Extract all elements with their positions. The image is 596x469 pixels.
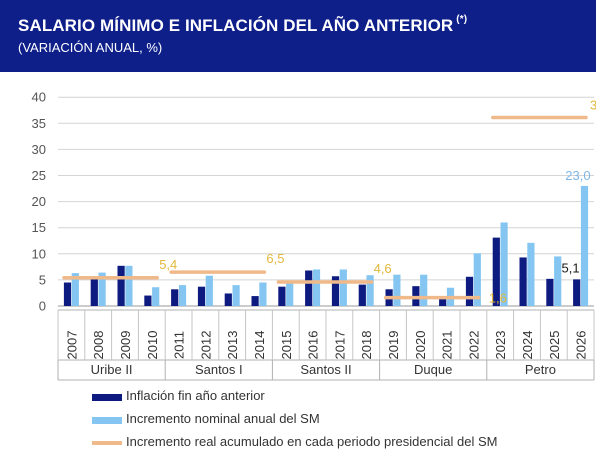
- bar-nominal-2015: [286, 281, 294, 306]
- group-label-santos-i: Santos I: [195, 362, 243, 377]
- legend-label-nominal: Incremento nominal anual del SM: [126, 411, 320, 426]
- x-tick-label-2010: 2010: [145, 331, 160, 360]
- legend-swatch-nominal: [92, 417, 122, 424]
- data-label-inflation-2026: 5,1: [562, 260, 580, 275]
- x-tick-label-2008: 2008: [91, 331, 106, 360]
- bar-nominal-2026: [580, 185, 589, 306]
- bar-nominal-2025: [554, 256, 562, 306]
- x-tick-label-2020: 2020: [413, 331, 428, 360]
- bar-inflation-2024: [519, 257, 527, 306]
- bar-nominal-2016: [312, 269, 321, 306]
- chart-header: SALARIO MÍNIMO E INFLACIÓN DEL AÑO ANTER…: [0, 0, 596, 72]
- bar-nominal-2008: [98, 272, 106, 306]
- bar-nominal-2023: [500, 222, 508, 306]
- data-label-nominal-2026: 23,0: [565, 168, 590, 183]
- y-tick-label-5: 5: [39, 272, 46, 287]
- bar-nominal-2014: [259, 282, 267, 306]
- group-label-duque: Duque: [414, 362, 452, 377]
- x-tick-label-2021: 2021: [440, 331, 455, 360]
- chart-subtitle: (VARIACIÓN ANUAL, %): [18, 40, 163, 55]
- x-tick-label-2017: 2017: [332, 331, 347, 360]
- x-tick-label-2007: 2007: [64, 331, 79, 360]
- real-label-uribe-ii: 5,4: [159, 257, 177, 272]
- bar-inflation-2013: [224, 293, 232, 306]
- legend-label-real: Incremento real acumulado en cada period…: [126, 434, 498, 449]
- legend-label-inflation: Inflación fin año anterior: [126, 388, 265, 403]
- bar-inflation-2009: [117, 265, 125, 306]
- chart-title-note: (*): [456, 14, 468, 25]
- bar-nominal-2007: [71, 273, 79, 306]
- chart-title-text: SALARIO MÍNIMO E INFLACIÓN DEL AÑO ANTER…: [18, 16, 454, 35]
- x-tick-label-2012: 2012: [198, 331, 213, 360]
- bar-inflation-2021: [439, 297, 447, 306]
- bar-nominal-2011: [178, 285, 187, 306]
- real-label-santos-i: 6,5: [266, 251, 284, 266]
- x-tick-label-2026: 2026: [574, 331, 589, 360]
- legend-swatch-inflation: [92, 394, 122, 401]
- bar-inflation-2014: [251, 296, 259, 306]
- group-label-santos-ii: Santos II: [300, 362, 351, 377]
- bar-inflation-2016: [305, 270, 313, 306]
- y-tick-label-10: 10: [32, 246, 46, 261]
- real-label-petro: 36,1: [590, 98, 596, 113]
- x-tick-label-2022: 2022: [466, 331, 481, 360]
- x-tick-label-2019: 2019: [386, 331, 401, 360]
- bar-inflation-2010: [144, 295, 152, 306]
- x-tick-label-2025: 2025: [547, 331, 562, 360]
- bar-inflation-2018: [358, 284, 366, 306]
- x-tick-label-2023: 2023: [493, 331, 508, 360]
- group-label-petro: Petro: [525, 362, 556, 377]
- bar-nominal-2022: [473, 253, 481, 306]
- bar-inflation-2007: [63, 282, 72, 306]
- bar-nominal-2013: [232, 285, 240, 306]
- x-tick-label-2013: 2013: [225, 331, 240, 360]
- bar-nominal-2018: [366, 275, 374, 306]
- bar-nominal-2010: [152, 287, 160, 306]
- bar-inflation-2008: [90, 276, 98, 306]
- y-tick-label-30: 30: [32, 142, 46, 157]
- bar-inflation-2012: [197, 286, 206, 306]
- bar-inflation-2025: [546, 278, 554, 306]
- y-tick-label-15: 15: [32, 220, 46, 235]
- y-tick-label-0: 0: [39, 299, 46, 314]
- real-label-duque: 1,6: [489, 291, 507, 306]
- y-tick-label-25: 25: [32, 168, 46, 183]
- legend-swatch-real: [92, 441, 122, 445]
- x-tick-label-2016: 2016: [306, 331, 321, 360]
- x-tick-label-2009: 2009: [118, 331, 133, 360]
- bar-nominal-2020: [420, 274, 428, 306]
- real-label-santos-ii: 4,6: [374, 261, 392, 276]
- x-tick-label-2024: 2024: [520, 331, 535, 360]
- y-tick-label-35: 35: [32, 116, 46, 131]
- x-tick-label-2011: 2011: [172, 331, 187, 359]
- bar-nominal-2019: [393, 274, 401, 306]
- bar-inflation-2011: [171, 289, 179, 306]
- bar-nominal-2017: [339, 269, 347, 306]
- bar-nominal-2009: [125, 265, 133, 306]
- bar-inflation-2017: [331, 276, 340, 306]
- bar-inflation-2015: [278, 286, 286, 306]
- bar-inflation-2023: [492, 237, 500, 306]
- x-tick-label-2014: 2014: [252, 331, 267, 360]
- chart-title: SALARIO MÍNIMO E INFLACIÓN DEL AÑO ANTER…: [18, 14, 468, 36]
- group-label-uribe-ii: Uribe II: [91, 362, 133, 377]
- y-tick-label-40: 40: [32, 90, 46, 105]
- bar-inflation-2022: [465, 276, 474, 306]
- x-tick-label-2018: 2018: [359, 331, 374, 360]
- bar-nominal-2024: [527, 242, 535, 306]
- y-tick-label-20: 20: [32, 194, 46, 209]
- bar-inflation-2026: [573, 279, 581, 306]
- x-tick-label-2015: 2015: [279, 331, 294, 360]
- bar-nominal-2012: [205, 275, 213, 306]
